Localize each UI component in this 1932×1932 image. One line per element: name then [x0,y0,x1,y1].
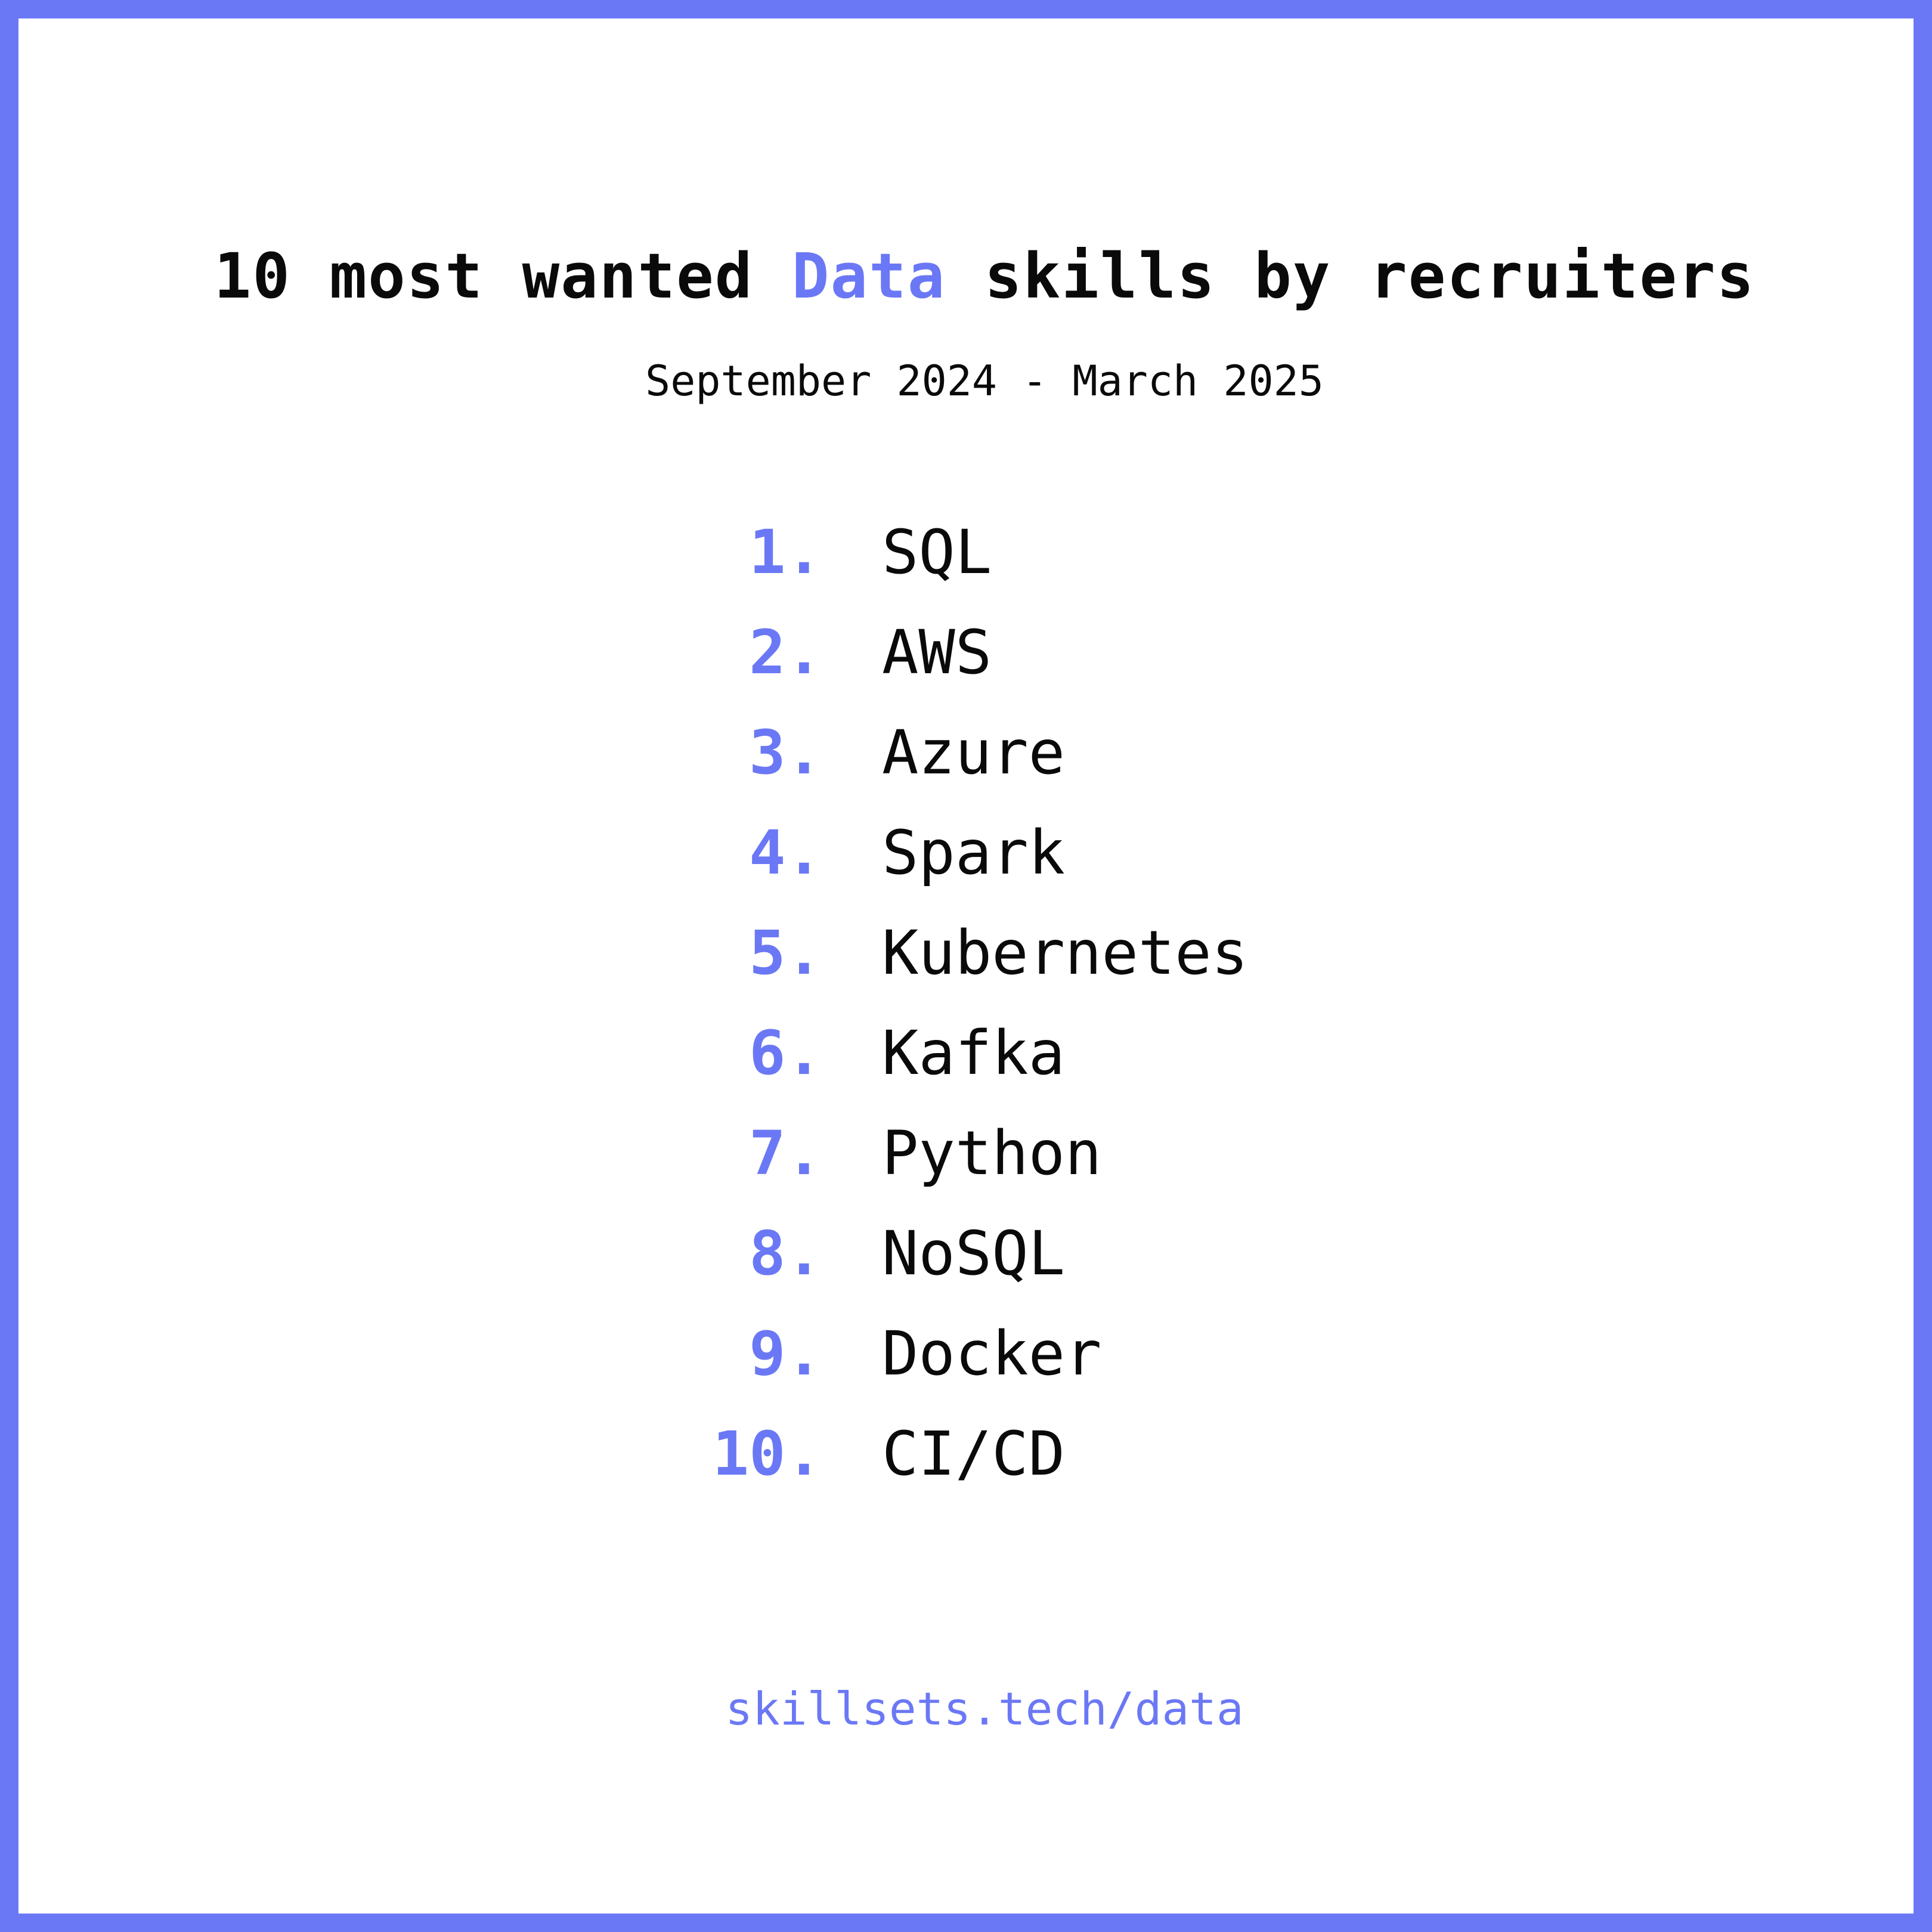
rank-number: 6. [749,1018,822,1089]
rank-number: 7. [749,1118,822,1189]
page-title: 10 most wanted Data skills by recruiters [18,234,1932,318]
list-item: 10. CI/CD [18,1419,1932,1519]
skill-name: Docker [882,1318,1102,1389]
list-item: 9. Docker [18,1318,1932,1419]
skill-name: Kafka [882,1018,1066,1089]
rank-number: 4. [749,818,822,888]
list-item: 5. Kubernetes [18,918,1932,1018]
rank-number: 1. [749,517,822,588]
title-highlight: Data [791,240,946,312]
list-item: 1. SQL [18,517,1932,617]
skill-name: Spark [882,818,1066,888]
date-range: September 2024 - March 2025 [645,357,1324,405]
rank-number: 5. [749,918,822,989]
skill-name: NoSQL [882,1218,1066,1289]
list-item: 6. Kafka [18,1018,1932,1118]
skill-name: SQL [882,517,992,588]
footer-link[interactable]: skillsets.tech/data [725,1682,1244,1735]
skills-ranking-list: 1. SQL 2. AWS 3. Azure 4. Spark 5. Kuber… [18,517,1932,1519]
rank-number: 10. [712,1419,822,1490]
list-item: 4. Spark [18,818,1932,918]
rank-number: 9. [749,1318,822,1389]
skill-name: Azure [882,717,1066,788]
skill-name: CI/CD [882,1419,1066,1490]
skill-name: AWS [882,617,992,688]
list-item: 7. Python [18,1118,1932,1218]
list-item: 3. Azure [18,717,1932,818]
rank-number: 3. [749,717,822,788]
skill-name: Kubernetes [882,918,1249,989]
rank-number: 8. [749,1218,822,1289]
title-suffix: skills by recruiters [946,240,1755,312]
list-item: 2. AWS [18,617,1932,717]
list-item: 8. NoSQL [18,1218,1932,1318]
skill-name: Python [882,1118,1102,1189]
rank-number: 2. [749,617,822,688]
title-prefix: 10 most wanted [213,240,792,312]
